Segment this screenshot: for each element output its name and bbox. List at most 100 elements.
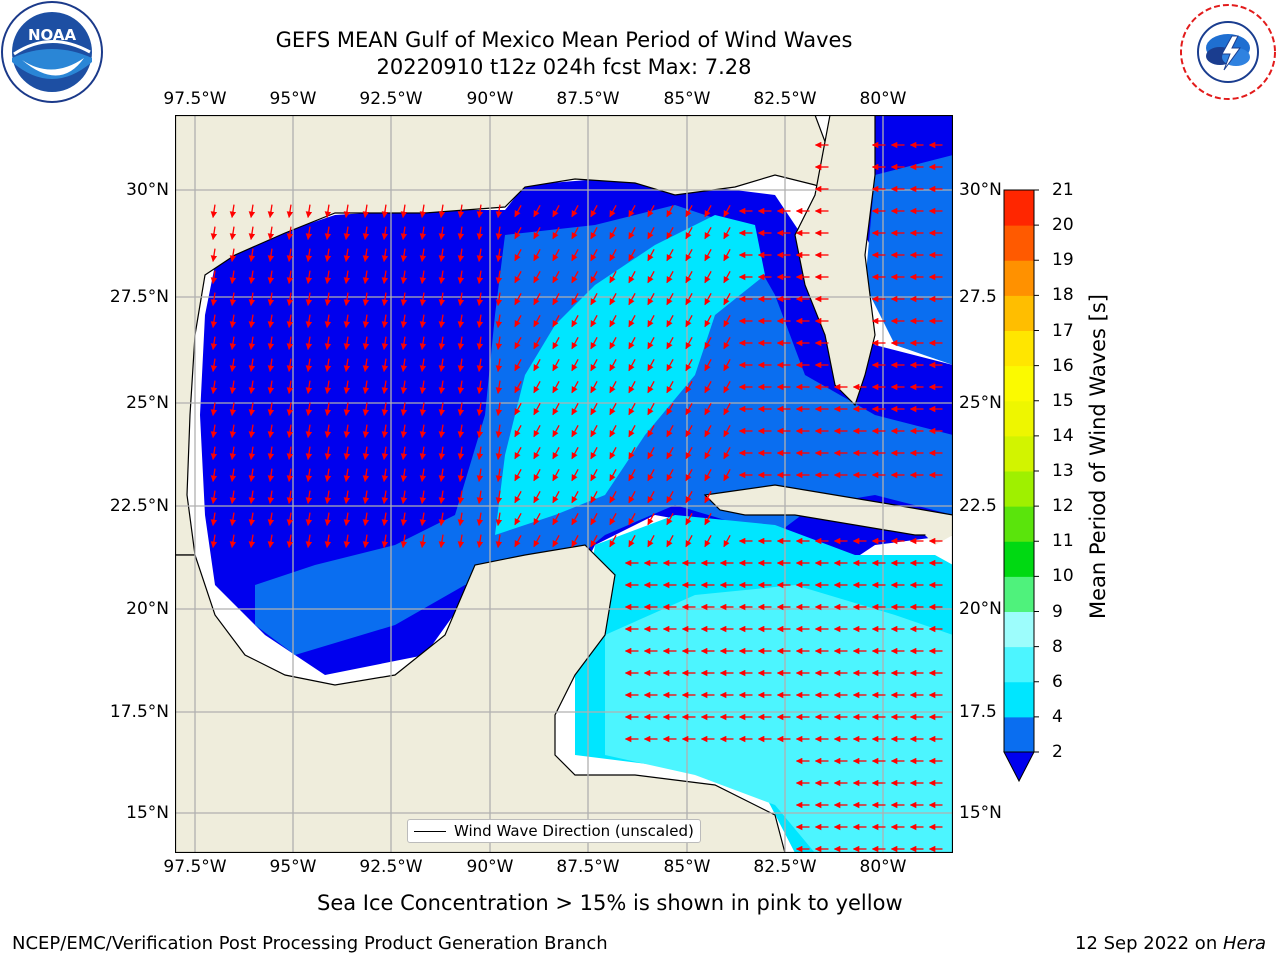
wave-direction-arrow bbox=[457, 358, 465, 373]
wave-direction-arrow bbox=[438, 534, 446, 549]
wave-direction-arrow bbox=[666, 446, 674, 460]
wave-direction-arrow bbox=[609, 292, 617, 306]
wave-direction-arrow bbox=[210, 226, 218, 241]
wave-direction-arrow bbox=[533, 336, 541, 350]
wave-direction-arrow bbox=[647, 314, 655, 328]
wave-direction-arrow bbox=[362, 292, 370, 307]
wave-direction-arrow bbox=[514, 336, 522, 350]
wave-direction-arrow bbox=[267, 512, 275, 527]
wave-direction-arrow bbox=[267, 446, 275, 461]
lat-label-right: 15°N bbox=[959, 803, 1002, 823]
wave-direction-arrow bbox=[438, 292, 446, 307]
wave-direction-arrow bbox=[343, 380, 351, 395]
wave-direction-arrow bbox=[343, 248, 351, 263]
wave-direction-arrow bbox=[457, 424, 465, 439]
wave-direction-arrow bbox=[381, 270, 389, 285]
wave-direction-arrow bbox=[419, 292, 427, 307]
wave-direction-arrow bbox=[647, 248, 655, 262]
footer-left: NCEP/EMC/Verification Post Processing Pr… bbox=[12, 933, 608, 954]
wave-direction-arrow bbox=[704, 292, 712, 306]
wave-direction-arrow bbox=[628, 336, 636, 350]
colorbar-tick-label: 10 bbox=[1052, 566, 1074, 587]
wave-direction-arrow bbox=[723, 380, 731, 394]
wave-direction-arrow bbox=[286, 534, 294, 549]
colorbar-segment bbox=[1004, 681, 1034, 718]
wave-direction-arrow bbox=[267, 336, 275, 351]
wave-direction-arrow bbox=[305, 424, 313, 439]
lon-label-top: 95°W bbox=[269, 89, 317, 109]
wave-direction-arrow bbox=[685, 490, 693, 504]
wave-direction-arrow bbox=[381, 292, 389, 307]
wave-direction-arrow bbox=[400, 446, 408, 461]
wave-direction-arrow bbox=[609, 446, 617, 460]
wave-direction-arrow bbox=[552, 534, 560, 548]
wave-direction-arrow bbox=[495, 226, 503, 241]
lat-label-left: 30°N bbox=[126, 180, 169, 200]
wave-direction-arrow bbox=[362, 490, 370, 505]
wave-direction-arrow bbox=[552, 336, 560, 350]
wave-direction-arrow bbox=[324, 336, 332, 351]
wave-direction-arrow bbox=[248, 380, 256, 395]
colorbar-segment bbox=[1004, 471, 1034, 507]
wave-direction-arrow bbox=[267, 292, 275, 307]
wave-direction-arrow bbox=[381, 402, 389, 417]
wave-direction-arrow bbox=[571, 380, 579, 394]
lon-label-bottom: 80°W bbox=[859, 857, 907, 877]
wave-direction-arrow bbox=[704, 270, 712, 284]
wave-direction-arrow bbox=[286, 314, 294, 329]
wave-direction-arrow bbox=[723, 248, 731, 262]
wave-direction-arrow bbox=[609, 490, 617, 504]
wave-direction-arrow bbox=[590, 534, 598, 548]
wave-direction-arrow bbox=[381, 380, 389, 395]
wave-direction-arrow bbox=[533, 292, 541, 306]
wave-direction-arrow bbox=[666, 204, 674, 218]
colorbar-segment bbox=[1004, 435, 1034, 472]
wave-direction-arrow bbox=[571, 534, 579, 548]
colorbar-segment bbox=[1004, 716, 1034, 753]
wave-direction-arrow bbox=[533, 204, 541, 218]
wave-direction-arrow bbox=[267, 314, 275, 329]
wave-direction-arrow bbox=[419, 226, 427, 241]
wave-direction-arrow bbox=[438, 336, 446, 351]
wave-direction-arrow bbox=[248, 204, 256, 219]
wave-direction-arrow bbox=[609, 358, 617, 372]
wave-direction-arrow bbox=[723, 534, 731, 548]
wave-direction-arrow bbox=[362, 424, 370, 439]
wave-direction-arrow bbox=[457, 534, 465, 549]
wave-direction-arrow bbox=[647, 446, 655, 460]
wave-direction-arrow bbox=[647, 226, 655, 240]
wave-direction-arrow bbox=[495, 380, 503, 395]
wave-direction-arrow bbox=[590, 314, 598, 328]
wave-direction-arrow bbox=[704, 446, 712, 460]
wave-direction-arrow bbox=[343, 534, 351, 549]
wave-direction-arrow bbox=[533, 534, 541, 548]
wave-direction-arrow bbox=[476, 226, 484, 241]
wave-direction-arrow bbox=[514, 424, 522, 438]
wave-direction-arrow bbox=[495, 314, 503, 329]
wave-direction-arrow bbox=[609, 314, 617, 328]
wave-direction-arrow bbox=[552, 248, 560, 262]
wave-direction-arrow bbox=[685, 204, 693, 218]
wave-direction-arrow bbox=[723, 336, 731, 350]
wave-direction-arrow bbox=[305, 204, 313, 219]
wave-direction-arrow bbox=[210, 380, 218, 395]
lon-label-bottom: 82.5°W bbox=[753, 857, 817, 877]
wave-direction-arrow bbox=[400, 402, 408, 417]
wave-direction-arrow bbox=[229, 204, 237, 219]
wave-direction-arrow bbox=[476, 490, 484, 505]
wave-direction-arrow bbox=[609, 468, 617, 482]
wave-direction-arrow bbox=[400, 292, 408, 307]
wave-direction-arrow bbox=[419, 446, 427, 461]
wave-direction-arrow bbox=[400, 380, 408, 395]
lon-label-bottom: 92.5°W bbox=[359, 857, 423, 877]
wave-direction-arrow bbox=[305, 248, 313, 263]
land-cuba-east bbox=[925, 515, 953, 545]
wave-direction-arrow bbox=[495, 446, 503, 461]
wave-direction-arrow bbox=[495, 292, 503, 307]
wave-direction-arrow bbox=[324, 468, 332, 483]
wave-direction-arrow bbox=[685, 270, 693, 284]
wave-direction-arrow bbox=[381, 248, 389, 263]
wave-direction-arrow bbox=[343, 512, 351, 527]
colorbar-tick-label: 12 bbox=[1052, 496, 1074, 517]
wave-direction-arrow bbox=[229, 402, 237, 417]
